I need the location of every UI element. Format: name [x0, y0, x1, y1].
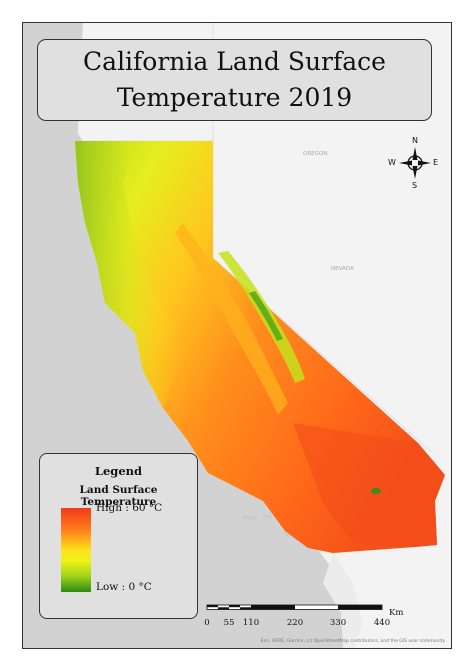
map-title: California Land Surface Temperature 2019 [83, 47, 386, 112]
legend-low-label: Low : 0 °C [96, 581, 152, 593]
compass-south-label: S [412, 181, 418, 190]
scale-unit-label: Km [389, 608, 404, 618]
scale-bar [206, 604, 383, 610]
baja-coast [323, 553, 363, 648]
scale-tick-220: 220 [286, 618, 304, 628]
compass-rose [399, 147, 431, 179]
compass-north-label: N [412, 136, 418, 145]
basemap-label-nevada: NEVADA [331, 266, 354, 272]
compass-east-label: E [433, 158, 439, 167]
scale-tick-330: 330 [329, 618, 347, 628]
salton-sea [371, 488, 381, 494]
basemap-label-oregon: OREGON [303, 151, 328, 157]
attribution-text: Esri, HERE, Garmin, (c) OpenStreetMap co… [260, 639, 445, 644]
coastal-cool-zone [75, 141, 183, 408]
compass-west-label: W [388, 158, 396, 167]
legend-box: Legend Land Surface Temperature High : 6… [39, 453, 198, 619]
desert-hot-zone [293, 423, 445, 547]
scale-tick-110: 110 [242, 618, 260, 628]
high-sierra-green [249, 291, 283, 341]
legend-color-ramp [61, 508, 91, 592]
scale-tick-55: 55 [223, 618, 235, 628]
legend-heading: Legend [94, 464, 143, 478]
legend-variable-label: Land Surface Temperature [79, 484, 158, 508]
map-frame: OREGON NEVADA N S E W California Land Su… [22, 22, 452, 649]
scale-tick-440: 440 [373, 618, 391, 628]
legend-high-label: High : 60 °C [96, 502, 163, 514]
map-title-box: California Land Surface Temperature 2019 [37, 39, 432, 121]
central-valley [175, 223, 288, 415]
channel-islands [242, 515, 290, 537]
sierra-nevada-cool-band [218, 251, 305, 383]
scale-tick-0: 0 [204, 618, 210, 628]
